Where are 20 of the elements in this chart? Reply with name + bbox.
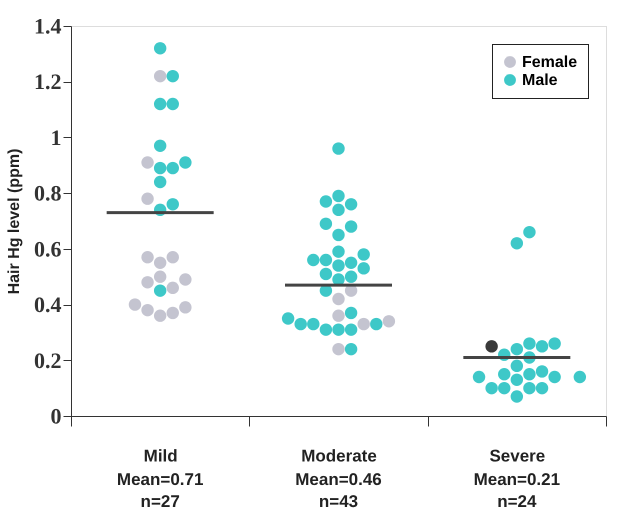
y-tick-label: 1.2 — [34, 69, 62, 94]
y-tick-label: 0 — [50, 404, 62, 428]
text: n=43 — [318, 492, 358, 511]
text: n=27 — [140, 492, 180, 511]
y-tick-label: 1 — [50, 124, 62, 150]
text: n=24 — [497, 492, 537, 511]
text: Mean=0.46 — [295, 470, 382, 489]
x-tick-label: Moderate — [301, 446, 377, 466]
y-tick-label: 0.6 — [34, 236, 62, 262]
y-tick-label: 0.2 — [34, 348, 62, 373]
y-axis-title: Hair Hg level (ppm) — [6, 148, 23, 294]
text: Mean=0.21 — [474, 470, 560, 489]
x-tick-label: Severe — [489, 446, 546, 466]
y-tick-label: 0.8 — [34, 180, 62, 206]
text: Mean=0.71 — [116, 470, 204, 489]
legend-label: Male — [522, 72, 558, 89]
x-tick-label: Mild — [144, 446, 178, 466]
legend-label: Female — [522, 54, 578, 71]
y-tick-label: 0.4 — [34, 292, 62, 318]
y-tick-label: 1.4 — [34, 14, 62, 38]
